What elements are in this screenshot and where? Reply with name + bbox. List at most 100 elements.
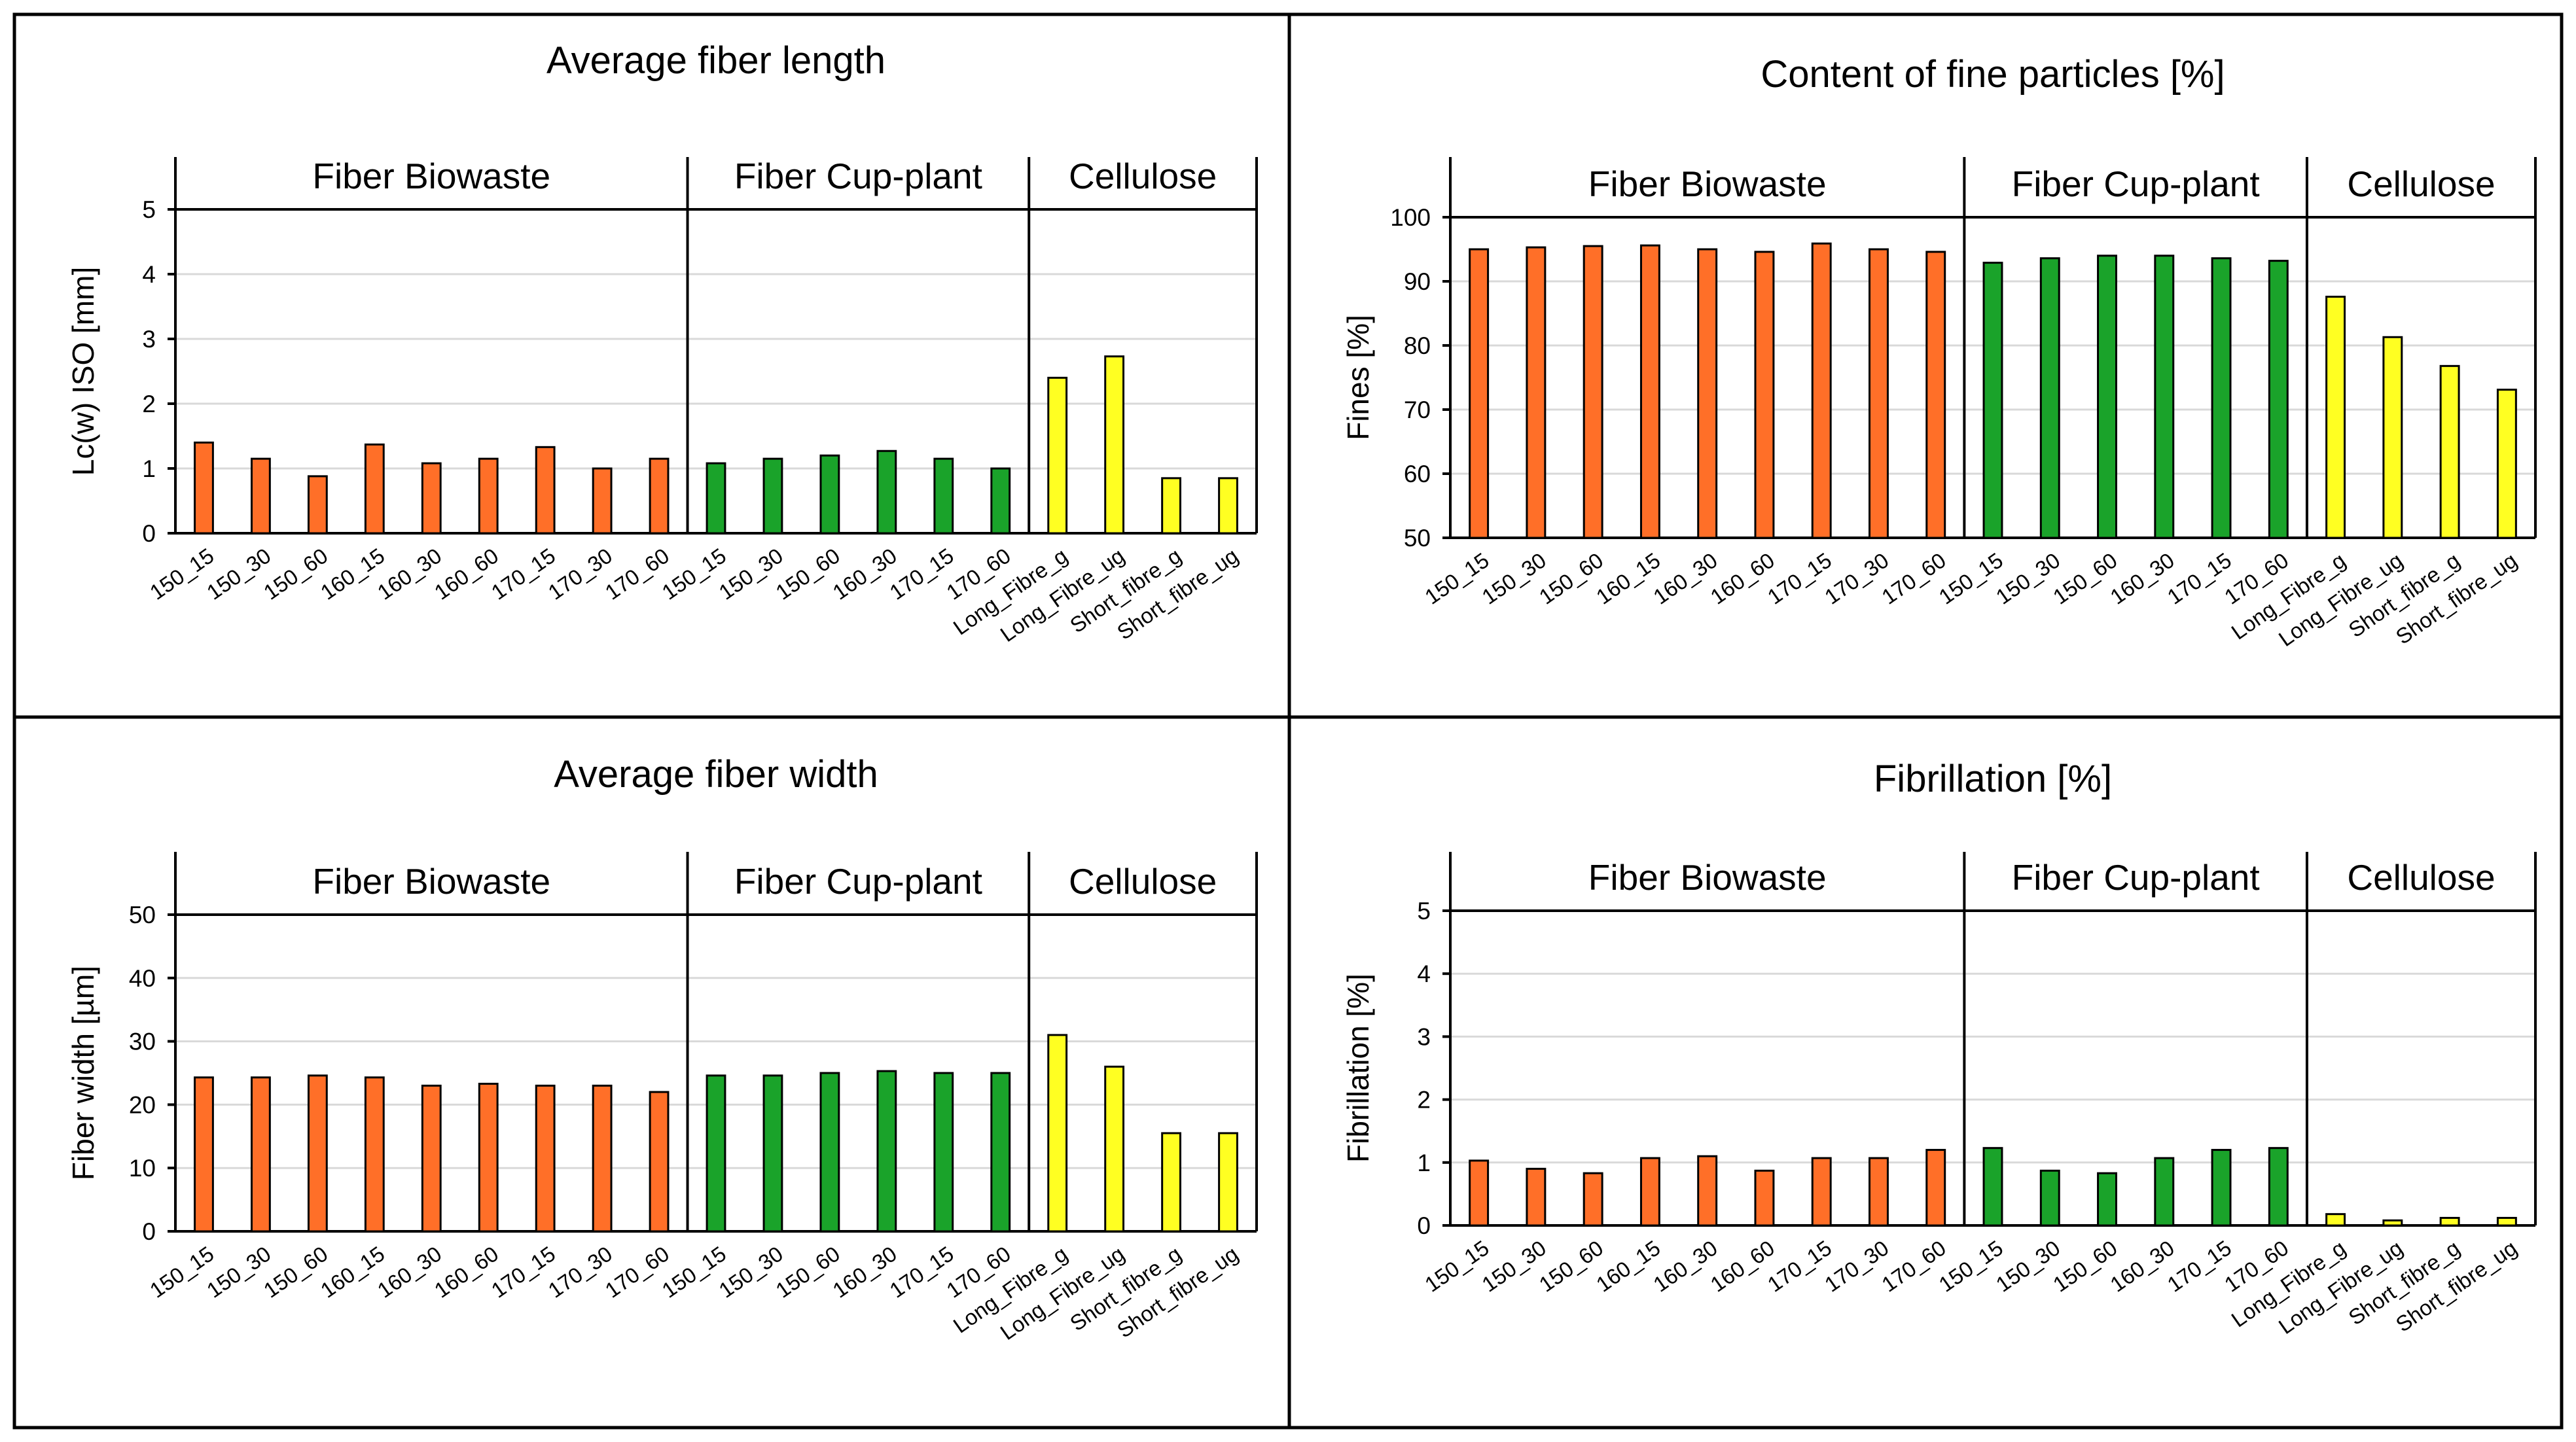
bar bbox=[1469, 1159, 1490, 1227]
bar bbox=[819, 454, 840, 535]
bar bbox=[762, 1074, 783, 1233]
x-tick-label: 170_15 bbox=[2163, 548, 2236, 608]
x-tick-label: 160_60 bbox=[1706, 1235, 1779, 1296]
y-tick-label: 2 bbox=[1417, 1087, 1431, 1114]
bar bbox=[2439, 1216, 2460, 1227]
bar bbox=[990, 467, 1011, 535]
x-tick-label: 160_30 bbox=[828, 1241, 901, 1302]
y-tick-label: 50 bbox=[1404, 525, 1431, 552]
bar bbox=[819, 1072, 840, 1233]
x-tick-label: 150_30 bbox=[1477, 1235, 1550, 1296]
bar bbox=[990, 1072, 1011, 1233]
y-tick-label: 4 bbox=[1417, 960, 1431, 987]
bar bbox=[1161, 477, 1181, 535]
x-tick-label: 170_30 bbox=[544, 1241, 617, 1302]
x-tick-label: 170_15 bbox=[2163, 1235, 2236, 1296]
bar bbox=[1526, 246, 1547, 539]
bar bbox=[1982, 262, 2003, 539]
y-axis-label: Fibrillation [%] bbox=[1341, 974, 1375, 1163]
bar bbox=[478, 1082, 499, 1233]
bar bbox=[1469, 248, 1490, 539]
y-axis-label: Lc(w) ISO [mm] bbox=[66, 267, 100, 476]
y-tick-label: 10 bbox=[129, 1155, 156, 1182]
x-tick-label: 150_30 bbox=[202, 1241, 275, 1302]
y-tick-label: 30 bbox=[129, 1029, 156, 1055]
x-tick-label: 150_15 bbox=[1420, 1235, 1493, 1296]
y-tick-label: 80 bbox=[1404, 332, 1431, 359]
x-tick-label: 150_30 bbox=[1992, 548, 2064, 608]
group-label: Cellulose bbox=[2347, 857, 2495, 898]
x-tick-label: 160_60 bbox=[1706, 548, 1779, 608]
bar bbox=[2039, 1169, 2060, 1227]
bar bbox=[2097, 255, 2117, 539]
x-tick-label: 160_15 bbox=[316, 1241, 389, 1302]
y-tick-label: 0 bbox=[142, 1218, 156, 1245]
bar bbox=[1925, 251, 1946, 539]
bar bbox=[1104, 355, 1125, 535]
x-tick-label: 160_30 bbox=[1649, 1235, 1721, 1296]
x-tick-label: 150_15 bbox=[1935, 548, 2007, 608]
bar bbox=[535, 446, 556, 535]
bar bbox=[1526, 1167, 1547, 1227]
bar bbox=[2097, 1172, 2117, 1227]
bar bbox=[2496, 389, 2517, 539]
bar bbox=[933, 1072, 954, 1233]
y-tick-label: 0 bbox=[142, 520, 156, 547]
chart-panel-2: Content of fine particles [%] 50 60 70 80 90 1… bbox=[1287, 12, 2564, 719]
bar bbox=[2211, 1149, 2232, 1227]
x-tick-label: 170_30 bbox=[1820, 1235, 1893, 1296]
bar bbox=[364, 1076, 385, 1233]
y-tick-label: 20 bbox=[129, 1091, 156, 1118]
bar bbox=[2439, 364, 2460, 539]
x-tick-label: 150_60 bbox=[259, 1241, 332, 1302]
bar bbox=[2382, 336, 2403, 539]
chart-panel-3: Average fiber width 0 10 20 30 40 50 Fiber widt… bbox=[12, 715, 1291, 1430]
bar bbox=[2496, 1216, 2517, 1227]
x-tick-label: 150_15 bbox=[658, 543, 730, 604]
group-label: Fiber Cup-plant bbox=[2012, 857, 2260, 898]
bar bbox=[933, 457, 954, 535]
bar bbox=[592, 1084, 613, 1233]
bar bbox=[2268, 260, 2289, 539]
bar bbox=[307, 1074, 328, 1233]
bar bbox=[1754, 1169, 1775, 1227]
x-tick-label: 150_30 bbox=[1992, 1235, 2064, 1296]
bar bbox=[421, 462, 442, 535]
x-tick-label: 170_15 bbox=[885, 543, 957, 604]
bar bbox=[2325, 1213, 2346, 1227]
bar bbox=[251, 457, 271, 535]
x-tick-label: 160_30 bbox=[828, 543, 901, 604]
x-tick-label: 150_15 bbox=[1420, 548, 1493, 608]
bar bbox=[2325, 296, 2346, 539]
x-tick-label: 160_60 bbox=[430, 543, 503, 604]
bar bbox=[2154, 1157, 2175, 1227]
bar bbox=[1811, 242, 1832, 539]
y-tick-label: 3 bbox=[1417, 1023, 1431, 1050]
bar bbox=[1754, 251, 1775, 539]
group-label: Cellulose bbox=[1069, 861, 1217, 902]
group-label: Fiber Cup-plant bbox=[2012, 164, 2260, 204]
bar bbox=[1583, 245, 1603, 539]
y-axis-label: Fiber width [µm] bbox=[66, 966, 100, 1180]
bar bbox=[1869, 248, 1889, 539]
y-tick-label: 0 bbox=[1417, 1212, 1431, 1239]
group-label: Fiber Cup-plant bbox=[734, 156, 982, 196]
group-label: Fiber Biowaste bbox=[1588, 857, 1827, 898]
x-tick-label: 170_30 bbox=[544, 543, 617, 604]
x-tick-label: 170_60 bbox=[601, 543, 673, 604]
y-tick-label: 60 bbox=[1404, 461, 1431, 487]
bar bbox=[876, 1070, 897, 1233]
x-tick-label: 170_60 bbox=[601, 1241, 673, 1302]
bar bbox=[1869, 1157, 1889, 1227]
chart-panel-1: Average fiber length 0 1 2 3 4 5 Lc(w) ISO [mm]… bbox=[12, 12, 1291, 719]
x-tick-label: 170_15 bbox=[885, 1241, 957, 1302]
x-tick-label: 150_30 bbox=[1477, 548, 1550, 608]
y-axis-label: Fines [%] bbox=[1341, 315, 1375, 440]
x-tick-label: 150_15 bbox=[658, 1241, 730, 1302]
bar bbox=[706, 1074, 726, 1233]
x-tick-label: 170_15 bbox=[487, 1241, 560, 1302]
y-tick-label: 1 bbox=[1417, 1150, 1431, 1176]
bar bbox=[1218, 477, 1238, 535]
